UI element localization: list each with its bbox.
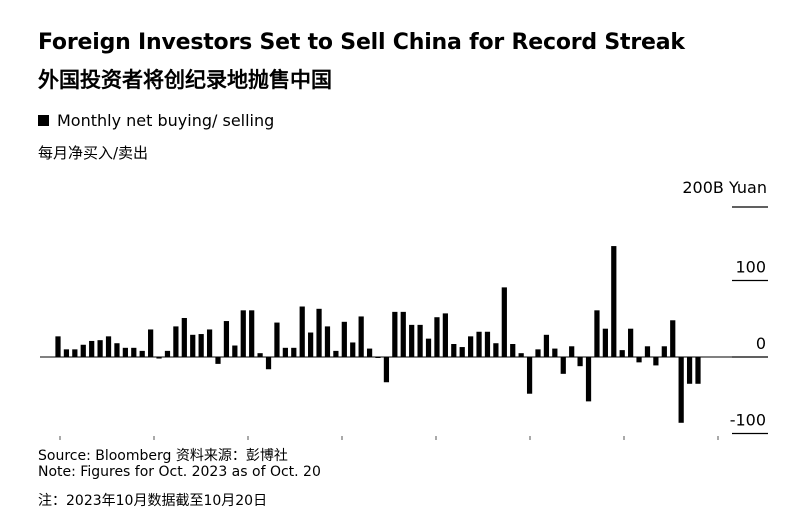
bar — [552, 348, 558, 357]
bar — [560, 357, 566, 374]
bar — [476, 331, 482, 357]
bar — [678, 357, 684, 423]
bar — [105, 336, 112, 358]
bar — [181, 317, 187, 358]
bar — [89, 340, 95, 358]
bar — [308, 332, 314, 357]
bar — [686, 357, 693, 384]
bar — [190, 334, 196, 357]
bar — [148, 329, 154, 357]
bar — [619, 350, 625, 357]
bar — [131, 347, 137, 357]
bar — [510, 344, 516, 358]
bar — [661, 346, 667, 357]
footnote-chinese: 注：2023年10月数据截至10月20日 — [38, 493, 268, 509]
bar — [636, 357, 642, 363]
bar — [72, 349, 78, 357]
legend-swatch — [38, 115, 49, 126]
legend: Monthly net buying/ selling — [38, 111, 274, 130]
y-tick-label: -100 — [730, 411, 766, 430]
bar — [535, 349, 541, 357]
bar — [55, 336, 61, 358]
bar — [80, 344, 86, 357]
bar — [409, 324, 415, 357]
bar — [291, 347, 297, 357]
bar — [139, 350, 145, 357]
bar — [644, 346, 651, 357]
footnote: Note: Figures for Oct. 2023 as of Oct. 2… — [38, 464, 321, 480]
bar — [375, 357, 381, 358]
bar — [366, 348, 373, 357]
bar — [63, 349, 70, 357]
bar — [156, 357, 162, 359]
bar — [400, 311, 406, 357]
y-axis-unit-label: 200B Yuan — [682, 178, 767, 197]
bar — [324, 326, 331, 357]
bar — [358, 316, 364, 357]
bar — [198, 334, 204, 357]
bar — [392, 311, 398, 357]
y-tick-label: 0 — [756, 334, 766, 353]
bar — [350, 342, 356, 357]
bar — [501, 287, 507, 357]
chart-title-chinese: 外国投资者将创纪录地抛售中国 — [38, 68, 332, 92]
bar — [97, 340, 103, 357]
bar — [417, 324, 423, 357]
bar — [173, 326, 179, 357]
source-note: Source: Bloomberg 资料来源：彭博社 — [38, 448, 288, 464]
bar — [333, 350, 339, 357]
bar — [265, 357, 272, 370]
bar — [459, 347, 465, 358]
bar — [577, 357, 583, 367]
bar — [602, 328, 608, 357]
bar — [628, 328, 634, 357]
bar — [383, 357, 390, 383]
bar — [493, 343, 499, 357]
bar — [569, 346, 575, 357]
bar — [484, 331, 491, 357]
bar — [257, 353, 263, 358]
legend-label-chinese: 每月净买入/卖出 — [38, 144, 149, 162]
bar — [611, 246, 617, 357]
bar — [585, 357, 592, 402]
bar — [670, 320, 676, 357]
bar — [468, 336, 474, 358]
bar — [434, 317, 440, 357]
bar — [518, 353, 524, 358]
bar — [232, 345, 238, 357]
bar — [114, 343, 120, 357]
legend-label: Monthly net buying/ selling — [57, 111, 275, 130]
bar — [206, 329, 213, 357]
bar — [594, 310, 600, 357]
bar — [299, 306, 305, 357]
bar — [223, 321, 230, 357]
bar — [122, 347, 128, 357]
y-tick-label: 100 — [735, 258, 766, 277]
bar — [425, 338, 432, 357]
chart-title: Foreign Investors Set to Sell China for … — [38, 30, 685, 55]
bar — [526, 357, 533, 394]
bar — [341, 321, 347, 357]
bar — [695, 357, 701, 384]
bar — [249, 310, 255, 357]
bar — [653, 357, 659, 366]
bar — [442, 313, 448, 357]
bar — [543, 334, 550, 357]
bar — [240, 310, 246, 357]
bar — [215, 357, 221, 364]
bar — [164, 350, 171, 357]
bar — [274, 322, 280, 357]
bar — [282, 347, 288, 357]
bar — [451, 344, 457, 358]
bar — [316, 308, 322, 358]
